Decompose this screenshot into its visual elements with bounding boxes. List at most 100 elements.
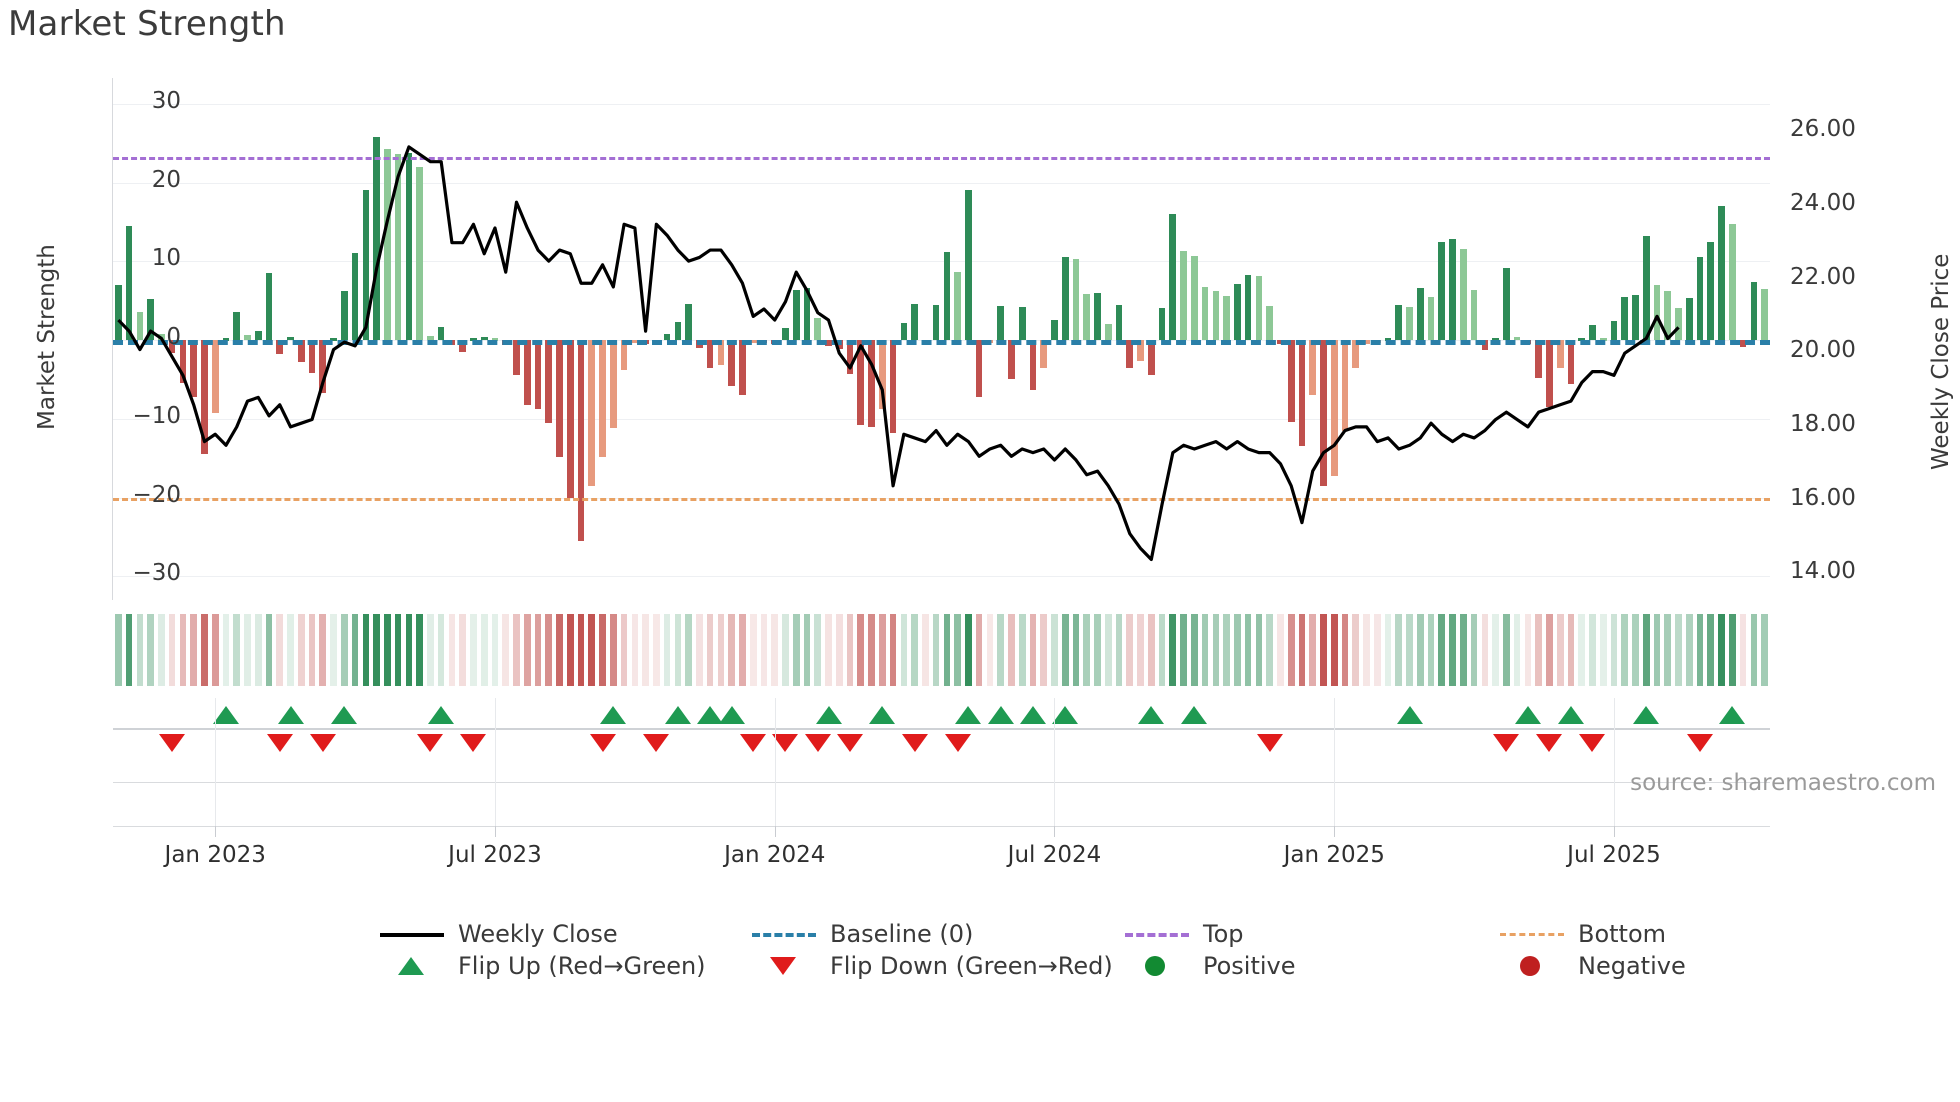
heat-cell xyxy=(1309,614,1317,686)
flip-up-marker xyxy=(718,706,745,724)
strength-bar xyxy=(609,340,617,429)
strength-bar xyxy=(674,321,682,341)
heat-cell xyxy=(577,614,585,686)
heat-cell xyxy=(1460,614,1467,686)
strength-bar xyxy=(1126,340,1134,368)
x-axis-tick xyxy=(1334,826,1336,837)
heat-cell xyxy=(1653,614,1661,686)
strength-bar xyxy=(1470,290,1478,341)
strength-bar xyxy=(803,288,811,341)
legend-item-bottom[interactable]: Bottom xyxy=(1500,920,1666,948)
strength-bar xyxy=(814,318,822,341)
x-axis: Jan 2023 Jul 2023 Jan 2024 Jul 2024 Jan 2025… xyxy=(113,698,1770,886)
flip-up-marker xyxy=(1719,706,1746,724)
strength-bar xyxy=(1147,340,1155,376)
heat-cell xyxy=(1180,614,1187,686)
strength-bar xyxy=(1761,288,1768,341)
heat-cell xyxy=(1449,614,1456,686)
heat-cell xyxy=(556,614,563,686)
heat-cell xyxy=(1363,614,1370,686)
strength-bar xyxy=(1427,296,1435,341)
legend-row-1: Weekly Close Baseline (0) Top Bottom xyxy=(0,920,1960,960)
solid-line-icon xyxy=(380,923,444,945)
heat-cell xyxy=(814,614,822,686)
strength-bar xyxy=(1266,306,1273,341)
strength-bar xyxy=(1158,307,1166,341)
heat-cell xyxy=(685,614,692,686)
heat-cell xyxy=(986,614,994,686)
heat-cell xyxy=(792,614,800,686)
strength-bar xyxy=(287,336,294,341)
strength-bar xyxy=(1750,281,1758,341)
left-axis-tick-label: −30 xyxy=(132,560,181,587)
flip-up-marker xyxy=(1633,706,1660,724)
strength-bar xyxy=(308,340,316,374)
legend-item-flip-down[interactable]: Flip Down (Green→Red) xyxy=(752,952,1113,980)
strength-bar xyxy=(868,340,875,427)
legend-item-positive[interactable]: Positive xyxy=(1125,952,1296,980)
strength-bar xyxy=(523,340,531,405)
heat-cell xyxy=(158,614,165,686)
legend-label: Baseline (0) xyxy=(830,920,974,948)
strength-bar xyxy=(717,340,725,366)
legend-item-baseline[interactable]: Baseline (0) xyxy=(752,920,973,948)
strength-bar xyxy=(1460,249,1467,341)
heat-cell xyxy=(1384,614,1392,686)
source-annotation: source: sharemaestro.com xyxy=(1630,770,1936,796)
flip-down-marker xyxy=(944,734,971,752)
heat-cell xyxy=(760,614,768,686)
heat-cell xyxy=(1373,614,1381,686)
heat-cell xyxy=(416,614,423,686)
heat-cell xyxy=(394,614,402,686)
left-axis-tick-label: −20 xyxy=(132,481,181,508)
strength-bar xyxy=(1449,239,1456,341)
heat-cell xyxy=(1104,614,1112,686)
strength-bar xyxy=(997,306,1004,341)
left-axis-tick-label: 10 xyxy=(151,245,181,272)
right-axis-tick-label: 24.00 xyxy=(1790,189,1856,216)
heat-cell xyxy=(1169,614,1177,686)
strength-bar xyxy=(211,340,219,413)
heat-cell xyxy=(1739,614,1747,686)
heat-cell xyxy=(932,614,940,686)
heat-cell xyxy=(1707,614,1715,686)
strength-bar xyxy=(1729,224,1736,341)
strength-bar xyxy=(1223,295,1230,341)
strength-bar xyxy=(1191,255,1198,341)
strength-bar xyxy=(1567,340,1575,385)
heat-cell xyxy=(1072,614,1080,686)
heat-cell xyxy=(803,614,811,686)
gridline xyxy=(113,576,1770,578)
heat-cell xyxy=(1578,614,1586,686)
strength-bar xyxy=(373,136,380,341)
strength-bar xyxy=(1395,304,1403,341)
legend-item-top[interactable]: Top xyxy=(1125,920,1244,948)
heat-cell xyxy=(211,614,219,686)
heat-cell xyxy=(1492,614,1499,686)
x-axis-tick-label: Jan 2024 xyxy=(724,842,826,868)
heat-cell xyxy=(1589,614,1596,686)
heat-cell xyxy=(900,614,908,686)
flip-down-marker xyxy=(804,734,831,752)
heat-cell xyxy=(1416,614,1424,686)
heat-cell xyxy=(1395,614,1403,686)
strength-bar xyxy=(1707,242,1715,341)
flip-down-marker xyxy=(417,734,444,752)
strength-bar xyxy=(1115,304,1123,341)
flip-down-marker xyxy=(589,734,616,752)
legend-item-weekly-close[interactable]: Weekly Close xyxy=(380,920,618,948)
heat-cell xyxy=(147,614,154,686)
left-axis-tick-label: 0 xyxy=(166,324,181,351)
legend-item-flip-up[interactable]: Flip Up (Red→Green) xyxy=(380,952,706,980)
heat-cell xyxy=(125,614,133,686)
x-gridline xyxy=(494,698,496,826)
legend-item-negative[interactable]: Negative xyxy=(1500,952,1686,980)
strength-bar xyxy=(1352,340,1360,368)
strength-bar xyxy=(1492,337,1499,341)
strength-bar xyxy=(599,340,606,457)
dot-red-icon xyxy=(1500,955,1564,977)
legend-label: Flip Up (Red→Green) xyxy=(458,952,706,980)
strength-bar xyxy=(1642,236,1650,341)
heat-cell xyxy=(502,614,510,686)
heat-cell xyxy=(265,614,273,686)
